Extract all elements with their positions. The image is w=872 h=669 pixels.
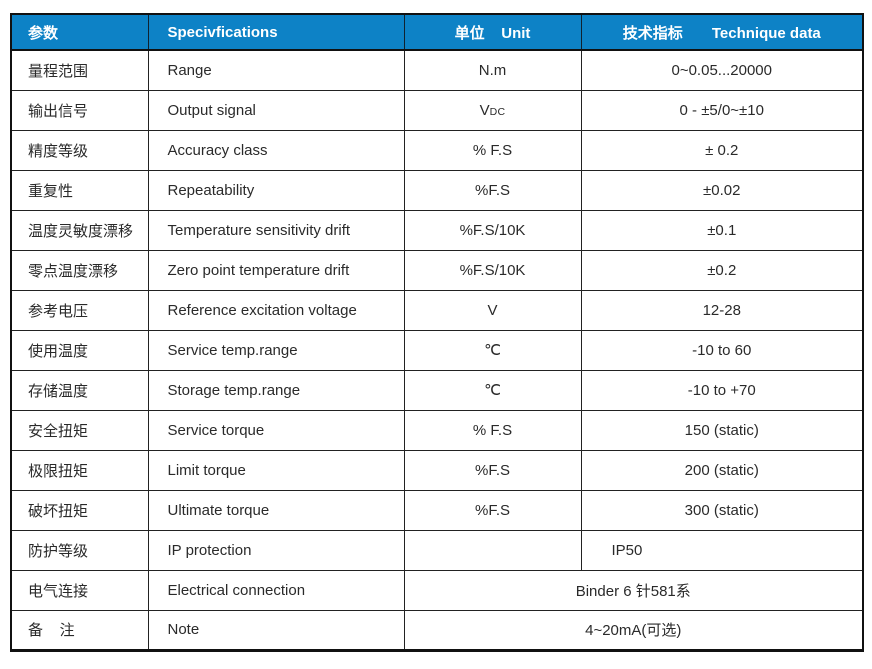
unit-subscript: DC	[489, 105, 506, 118]
table-row-note: 备 注 Note 4~20mA(可选)	[10, 609, 864, 651]
table-row-reference-voltage: 参考电压 Reference excitation voltage V 12-2…	[10, 289, 864, 331]
spec-cell: Note	[147, 609, 405, 651]
value-cell: ±0.1	[580, 209, 864, 251]
table-row-zero-point-drift: 零点温度漂移 Zero point temperature drift %F.S…	[10, 249, 864, 291]
param-cell: 温度灵敏度漂移	[10, 209, 149, 251]
spec-cell: Reference excitation voltage	[147, 289, 405, 331]
unit-cell: ℃	[403, 329, 582, 371]
header-technique-data: 技术指标 Technique data	[580, 13, 864, 51]
unit-cell: VDC	[403, 89, 582, 131]
param-cell: 防护等级	[10, 529, 149, 571]
value-cell: 12-28	[580, 289, 864, 331]
spec-cell: Electrical connection	[147, 569, 405, 611]
unit-cell: % F.S	[403, 129, 582, 171]
param-cell: 重复性	[10, 169, 149, 211]
param-cell: 备 注	[10, 609, 149, 651]
table-body: 量程范围 Range N.m 0~0.05...20000 输出信号 Outpu…	[10, 49, 864, 651]
table-row-repeatability: 重复性 Repeatability %F.S ±0.02	[10, 169, 864, 211]
unit-cell: %F.S/10K	[403, 209, 582, 251]
param-cell: 极限扭矩	[10, 449, 149, 491]
value-cell: ±0.2	[580, 249, 864, 291]
spec-cell: Output signal	[147, 89, 405, 131]
unit-cell: %F.S	[403, 489, 582, 531]
table-row-limit-torque: 极限扭矩 Limit torque %F.S 200 (static)	[10, 449, 864, 491]
spec-cell: Service torque	[147, 409, 405, 451]
value-cell: 150 (static)	[580, 409, 864, 451]
spec-cell: Repeatability	[147, 169, 405, 211]
unit-cell: N.m	[403, 49, 582, 91]
param-cell: 精度等级	[10, 129, 149, 171]
spec-cell: Limit torque	[147, 449, 405, 491]
value-cell: 0~0.05...20000	[580, 49, 864, 91]
table-header: 参数 Specivfications 单位 Unit 技术指标 Techniqu…	[10, 13, 864, 51]
value-cell: ±0.02	[580, 169, 864, 211]
unit-cell	[403, 529, 582, 571]
param-cell: 安全扭矩	[10, 409, 149, 451]
spec-cell: Range	[147, 49, 405, 91]
spec-cell: IP protection	[147, 529, 405, 571]
header-unit: 单位 Unit	[403, 13, 582, 51]
specifications-table: 参数 Specivfications 单位 Unit 技术指标 Techniqu…	[10, 13, 864, 652]
spec-cell: Service temp.range	[147, 329, 405, 371]
table-row-ip-protection: 防护等级 IP protection IP50	[10, 529, 864, 571]
spec-cell: Temperature sensitivity drift	[147, 209, 405, 251]
table-row-service-temp: 使用温度 Service temp.range ℃ -10 to 60	[10, 329, 864, 371]
param-cell: 输出信号	[10, 89, 149, 131]
param-cell: 使用温度	[10, 329, 149, 371]
unit-cell: %F.S	[403, 449, 582, 491]
merged-value-cell: 4~20mA(可选)	[403, 609, 864, 651]
unit-cell: V	[403, 289, 582, 331]
param-cell: 电气连接	[10, 569, 149, 611]
table-row-temp-sensitivity-drift: 温度灵敏度漂移 Temperature sensitivity drift %F…	[10, 209, 864, 251]
param-cell: 参考电压	[10, 289, 149, 331]
value-cell: 300 (static)	[580, 489, 864, 531]
unit-cell: % F.S	[403, 409, 582, 451]
unit-cell: %F.S/10K	[403, 249, 582, 291]
unit-main: V	[479, 101, 490, 119]
table-row-storage-temp: 存储温度 Storage temp.range ℃ -10 to +70	[10, 369, 864, 411]
header-param: 参数	[10, 13, 149, 51]
value-cell: 200 (static)	[580, 449, 864, 491]
param-cell: 破坏扭矩	[10, 489, 149, 531]
unit-cell: ℃	[403, 369, 582, 411]
header-specifications: Specivfications	[147, 13, 405, 51]
value-cell: 0 - ±5/0~±10	[580, 89, 864, 131]
table-row-accuracy: 精度等级 Accuracy class % F.S ± 0.2	[10, 129, 864, 171]
table-row-output-signal: 输出信号 Output signal VDC 0 - ±5/0~±10	[10, 89, 864, 131]
value-cell: IP50	[580, 529, 864, 571]
spec-cell: Accuracy class	[147, 129, 405, 171]
table-row-service-torque: 安全扭矩 Service torque % F.S 150 (static)	[10, 409, 864, 451]
table-row-electrical-connection: 电气连接 Electrical connection Binder 6 针581…	[10, 569, 864, 611]
value-cell: -10 to 60	[580, 329, 864, 371]
param-cell: 零点温度漂移	[10, 249, 149, 291]
table-row-ultimate-torque: 破坏扭矩 Ultimate torque %F.S 300 (static)	[10, 489, 864, 531]
spec-cell: Zero point temperature drift	[147, 249, 405, 291]
spec-cell: Ultimate torque	[147, 489, 405, 531]
merged-value-cell: Binder 6 针581系	[403, 569, 864, 611]
param-cell: 量程范围	[10, 49, 149, 91]
spec-cell: Storage temp.range	[147, 369, 405, 411]
value-cell: -10 to +70	[580, 369, 864, 411]
value-cell: ± 0.2	[580, 129, 864, 171]
header-row: 参数 Specivfications 单位 Unit 技术指标 Techniqu…	[10, 13, 864, 51]
table-row-range: 量程范围 Range N.m 0~0.05...20000	[10, 49, 864, 91]
unit-cell: %F.S	[403, 169, 582, 211]
param-cell: 存储温度	[10, 369, 149, 411]
